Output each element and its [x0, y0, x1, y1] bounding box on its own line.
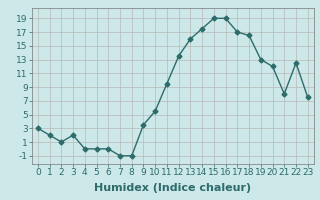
X-axis label: Humidex (Indice chaleur): Humidex (Indice chaleur): [94, 183, 252, 193]
